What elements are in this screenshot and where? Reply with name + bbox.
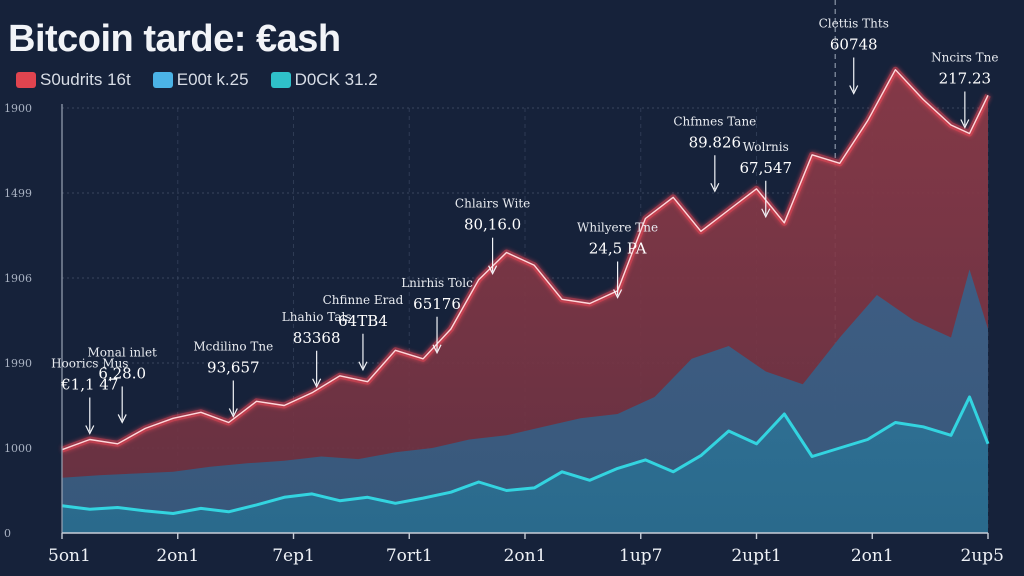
annotation-label-5: Lnirhis Tolc [401,276,473,290]
annotation-label-2: Mcdilino Tne [193,340,273,354]
annotation-arrowhead-4 [358,361,368,372]
annotation-value-5: 65176 [413,295,461,313]
annotation-9: Wolrnis 67,547 [740,140,793,219]
y-tick-label-5: 1900 [4,102,32,115]
annotation-value-2: 93,657 [207,359,260,377]
x-tick-label-6: 2upt1 [731,546,781,566]
legend-swatch-blue [152,72,173,88]
annotation-label-3: Lhahio Tals [282,310,352,324]
annotation-11: Nncirs Tne 217.23 [931,51,999,129]
area-teal [62,397,988,533]
legend-swatch-teal [270,72,291,88]
annotation-arrowhead-10 [849,85,859,95]
annotation-6: Chlairs Wite 80,16.0 [455,197,530,276]
annotation-arrowhead-6 [488,265,498,276]
annotation-arrowhead-3 [312,378,322,389]
annotation-label-6: Chlairs Wite [455,197,530,211]
x-tick-label-0: 5on1 [48,546,91,566]
annotation-5: Lnirhis Tolc 65176 [401,276,473,355]
annotation-value-7: 24,5 PA [589,240,647,258]
annotation-label-9: Wolrnis [743,140,789,154]
legend-item-teal[interactable]: D0CK 31.2 [270,70,378,90]
annotation-value-1: 6,28.0 [98,364,146,382]
y-tick-label-1: 1000 [4,442,32,455]
annotation-0: Hoorics Mus €1,1 47 [51,357,128,435]
annotation-arrowhead-8 [710,182,720,193]
line-red [61,68,989,451]
annotation-arrowhead-9 [761,208,771,219]
annotation-label-11: Nncirs Tne [931,51,998,65]
annotation-8: Chfnnes Tane 89.826 [673,114,756,193]
annotation-arrowhead-11 [960,119,970,129]
legend: S0udrits 16t E00t k.25 D0CK 31.2 [16,70,378,90]
annotation-label-10: Clettis Thts [819,17,889,31]
annotation-value-11: 217.23 [939,70,992,88]
annotation-value-6: 80,16.0 [464,216,521,234]
y-tick-label-0: 0 [4,527,11,540]
annotation-value-9: 67,547 [740,159,793,177]
annotation-arrowhead-2 [228,408,238,418]
x-tick-label-5: 1up7 [619,546,662,566]
legend-item-red[interactable]: S0udrits 16t [16,70,131,90]
legend-label-red: S0udrits 16t [40,70,131,89]
annotation-value-3: 83368 [293,329,341,347]
x-tick-label-3: 7ort1 [386,546,433,566]
annotations-layer: Hoorics Mus €1,1 47 Monal inlet 6,28.0 Mcdil… [51,17,999,435]
y-tick-label-3: 1906 [4,272,32,285]
series-areas [62,69,988,533]
annotation-label-8: Chfnnes Tane [673,114,756,128]
annotation-value-4: 64TB4 [338,312,388,330]
annotation-arrowhead-7 [613,289,623,299]
annotation-value-8: 89.826 [689,133,742,151]
legend-label-blue: E00t k.25 [176,70,249,89]
x-tick-label-1: 2on1 [156,546,199,566]
x-tick-label-2: 7ep1 [272,546,315,566]
annotation-7: Whilyere Tne 24,5 PA [577,221,658,299]
annotation-value-0: €1,1 47 [60,376,118,394]
annotation-arrowhead-1 [117,414,127,424]
annotation-4: Chfinne Erad 64TB4 [323,293,404,372]
annotation-value-10: 60748 [830,36,878,54]
x-tick-label-8: 2up5 [961,546,1004,566]
y-tick-label-4: 1499 [4,187,32,200]
axes-layer: 0 1000 1990 1906 1499 1900 5on1 2on1 7ep1 7ort1 2o… [4,102,1004,566]
x-tick-label-7: 2on1 [851,546,894,566]
chart-title: Bitcoin tarde: €ash [8,18,341,60]
annotation-arrowhead-5 [432,344,442,355]
annotation-3: Lhahio Tals 83368 [282,310,352,389]
series-lines [60,66,991,515]
annotation-label-7: Whilyere Tne [577,221,658,235]
annotation-label-0: Hoorics Mus [51,357,128,371]
annotation-1: Monal inlet 6,28.0 [88,345,158,424]
legend-item-blue[interactable]: E00t k.25 [152,70,249,90]
line-teal [61,395,990,515]
annotation-label-1: Monal inlet [88,345,158,359]
legend-swatch-red [16,72,36,88]
annotation-2: Mcdilino Tne 93,657 [193,340,273,418]
annotation-label-4: Chfinne Erad [323,293,404,307]
x-tick-label-4: 2on1 [504,546,547,566]
legend-label-teal: D0CK 31.2 [294,70,378,89]
annotation-arrowhead-0 [85,425,95,435]
y-tick-label-2: 1990 [4,357,32,370]
annotation-10: Clettis Thts 60748 [819,17,889,95]
